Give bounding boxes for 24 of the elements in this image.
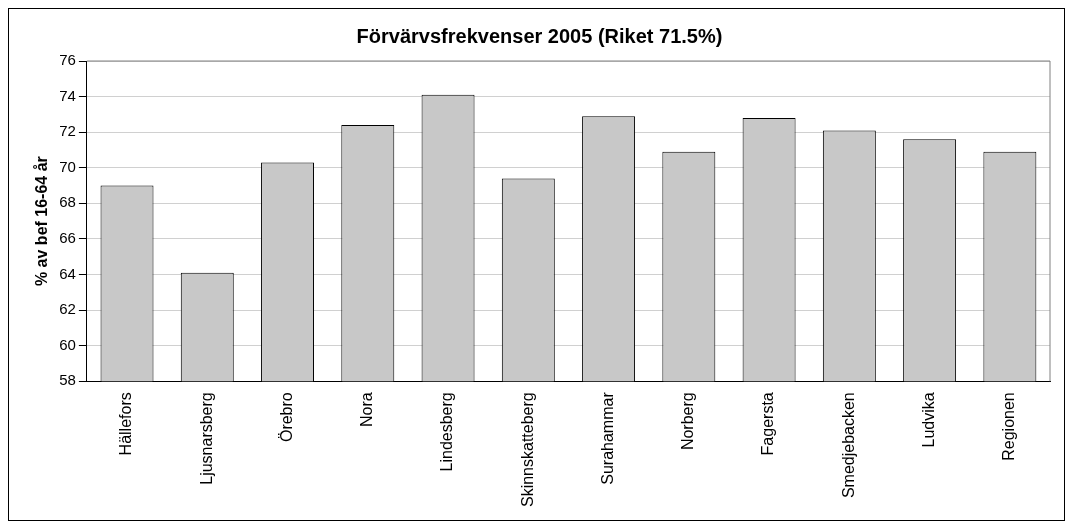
y-tick-label: 66	[59, 229, 76, 247]
x-tick-label: Nora	[358, 392, 376, 427]
x-tick-label: Norberg	[679, 392, 697, 451]
y-tick-label: 60	[59, 335, 76, 353]
y-tick-label: 68	[59, 193, 76, 211]
x-tick-label: Lindesberg	[438, 392, 456, 472]
x-tick-label: Fagersta	[759, 392, 777, 456]
y-axis-title: % av bef 16-64 år	[33, 156, 51, 287]
x-tick-label: Örebro	[277, 392, 295, 443]
x-tick-label: Regionen	[1000, 392, 1018, 461]
x-tick-label: Ljusnarsberg	[197, 392, 215, 485]
x-tick-label: Surahammar	[598, 391, 616, 485]
y-tick-label: 74	[59, 86, 76, 104]
y-tick-label: 76	[59, 51, 76, 69]
y-tick-label: 58	[59, 371, 76, 389]
x-tick-label: Smedjebacken	[839, 392, 857, 499]
x-tick-label: Skinnskatteberg	[518, 392, 536, 507]
chart-title: Förvärvsfrekvenser 2005 (Riket 71.5%)	[356, 24, 723, 47]
y-tick-label: 72	[59, 122, 76, 140]
y-tick-label: 64	[59, 264, 76, 282]
x-tick-label: Ludvika	[920, 392, 938, 448]
y-tick-label: 62	[59, 300, 76, 318]
x-tick-label: Hällefors	[117, 392, 135, 456]
y-tick-label: 70	[59, 157, 76, 175]
